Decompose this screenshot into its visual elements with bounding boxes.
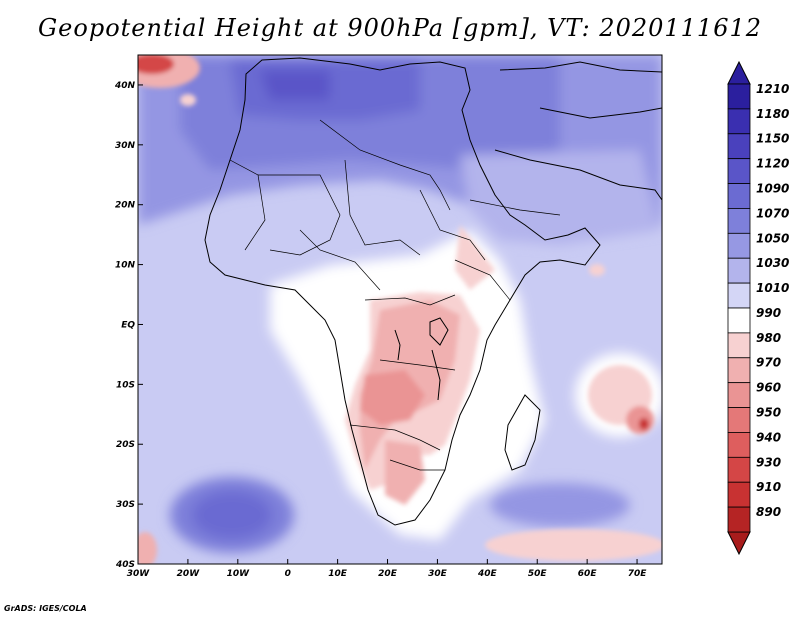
lon-tick-label: 60E [578,569,598,579]
lat-tick-label: 20N [115,201,136,211]
lon-tick-label: 50E [528,569,548,579]
colorbar-swatch [727,133,751,160]
colorbar-label: 930 [756,455,781,469]
colorbar-label: 1210 [756,82,789,96]
colorbar-label: 1120 [756,157,789,171]
colorbar-swatch [727,208,751,234]
colorbar-top-arrow [727,60,751,85]
colorbar-label: 1180 [756,107,789,121]
lat-tick-label: 20S [116,440,135,450]
colorbar-swatch [727,158,751,184]
lon-tick-label: 70E [628,569,648,579]
lon-ticks: 30W 20W 10W 0 10E 20E 30E 40E 50E 60E 70E [127,559,647,579]
lon-tick-label: 10E [328,569,348,579]
colorbar-swatch [727,382,751,408]
colorbar-label: 1150 [756,132,789,146]
colorbar-label: 1070 [756,206,789,220]
colorbar-label: 890 [756,505,781,519]
colorbar-swatch [727,456,751,483]
colorbar-label: 1050 [756,231,789,245]
colorbar-swatch [727,481,751,508]
lon-tick-label: 30W [127,569,151,579]
coastlines [204,57,662,526]
credit-text: GrADS: IGES/COLA [4,604,87,613]
colorbar-swatch [727,108,751,135]
colorbar-label: 960 [756,381,781,395]
lon-tick-label: 20E [378,569,398,579]
lat-tick-label: 40N [114,81,136,91]
colorbar-swatch [727,232,751,259]
colorbar-label: 910 [756,480,781,494]
colorbar-swatch [727,357,751,384]
colorbar-swatch [727,257,751,284]
colorbar-label: 1030 [756,256,789,270]
lon-tick-label: 10W [227,569,251,579]
colorbar-label: 1010 [756,281,789,295]
colorbar-swatch [727,83,751,110]
colorbar-swatch [727,332,751,359]
map-title: Geopotential Height at 900hPa [gpm], VT:… [38,14,762,42]
lat-tick-label: 40S [115,560,135,570]
lat-ticks: 40N 30N 20N 10N EQ 10S 20S 30S 40S [114,81,143,570]
lat-tick-label: 30S [116,500,135,510]
colorbar-label: 1090 [756,182,789,196]
colorbar-label: 950 [756,406,781,420]
colorbar-swatch [727,282,751,309]
lat-tick-label: 10S [116,380,135,390]
colorbar-swatch [727,432,751,458]
lon-tick-label: 20W [177,569,201,579]
colorbar: 1210 1180 1150 1120 1090 1070 1050 1030 1010 990 9… [727,60,789,556]
colorbar-label: 970 [756,356,781,370]
colorbar-label: 980 [756,331,781,345]
height-field [138,55,662,564]
lon-tick-label: 40E [477,569,498,579]
lat-tick-label: 10N [115,261,136,271]
colorbar-swatch [727,506,751,533]
lon-tick-label: 30E [428,569,448,579]
colorbar-swatch [727,407,751,433]
colorbar-swatch [727,307,751,334]
lat-tick-label: 30N [115,141,136,151]
plot-frame [137,54,663,565]
colorbar-label: 940 [756,430,781,444]
colorbar-bottom-arrow [727,531,751,556]
country-borders [229,119,561,471]
colorbar-swatch [727,183,751,209]
lat-tick-label: EQ [121,320,135,330]
lon-tick-label: 0 [285,569,291,579]
colorbar-label: 990 [756,306,781,320]
